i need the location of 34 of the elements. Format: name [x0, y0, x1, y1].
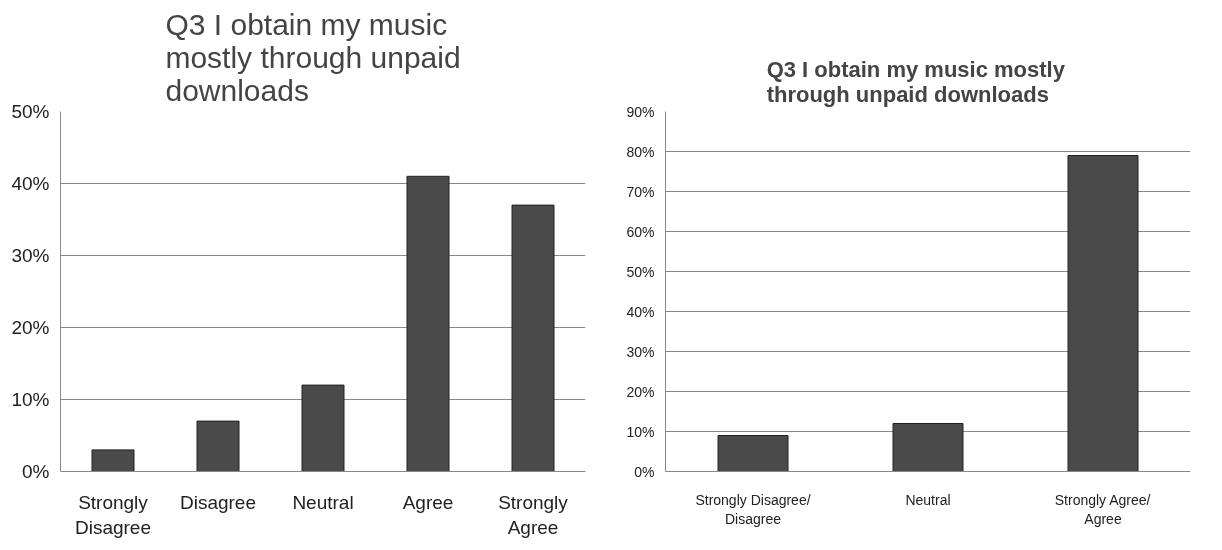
y-tick-label: 10%	[626, 423, 655, 440]
y-tick-label: 60%	[626, 223, 655, 240]
y-tick-label: 40%	[626, 303, 655, 320]
y-tick-label: 90%	[626, 103, 655, 120]
y-tick-label: 50%	[11, 101, 50, 122]
y-tick-label: 40%	[11, 173, 50, 194]
y-tick-label: 80%	[626, 143, 655, 160]
x-tick-label: Disagree	[179, 491, 257, 513]
bar	[406, 175, 450, 472]
x-tick-label: Strongly Agree	[498, 491, 569, 538]
y-tick-label: 30%	[626, 343, 655, 360]
bar	[717, 435, 789, 472]
y-tick-label: 70%	[626, 183, 655, 200]
y-tick-label: 50%	[626, 263, 655, 280]
bar	[91, 449, 135, 472]
bar	[1067, 155, 1139, 472]
x-tick-label: Strongly Agree/ Agree	[1054, 491, 1151, 527]
x-tick-label: Strongly Disagree/ Disagree	[695, 491, 811, 527]
x-tick-label: Agree	[402, 491, 454, 513]
y-tick-label: 10%	[11, 389, 50, 410]
bar	[196, 420, 240, 472]
chart-title: Q3 I obtain my music mostly through unpaid downloads	[165, 7, 461, 107]
y-tick-label: 0%	[634, 463, 655, 480]
x-tick-label: Neutral	[292, 491, 354, 513]
y-tick-label: 0%	[22, 461, 50, 482]
y-tick-label: 20%	[11, 317, 50, 338]
chart-title: Q3 I obtain my music mostly through unpaid downloads	[766, 56, 1066, 107]
bar	[892, 423, 964, 472]
x-tick-label: Neutral	[905, 491, 951, 508]
y-tick-label: 30%	[11, 245, 50, 266]
x-tick-label: Strongly Disagree	[74, 491, 152, 538]
bar	[511, 204, 555, 472]
y-tick-label: 20%	[626, 383, 655, 400]
bar	[301, 384, 345, 472]
